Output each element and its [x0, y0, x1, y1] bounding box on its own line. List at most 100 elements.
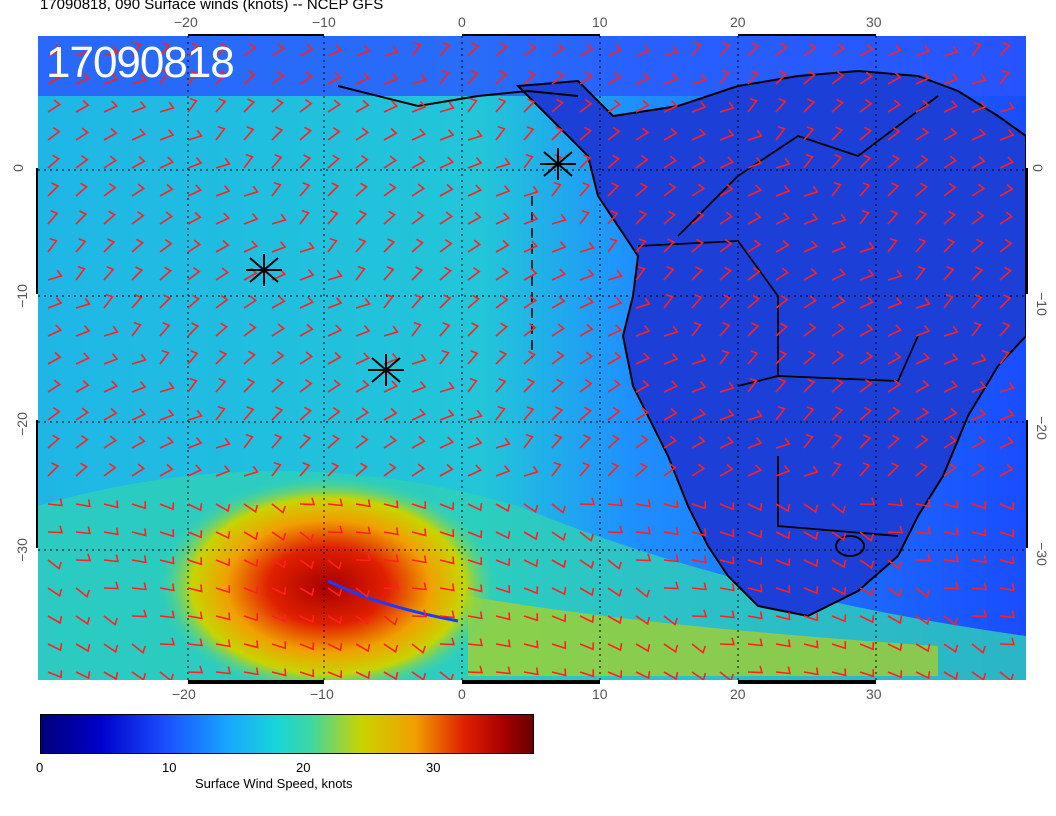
wind-barb [523, 322, 537, 337]
wind-barb [467, 129, 483, 141]
wind-barb [439, 463, 454, 477]
wind-barb [831, 614, 847, 623]
wind-barb [103, 155, 118, 169]
wind-barb [971, 321, 982, 337]
wind-barb [271, 503, 287, 514]
wind-barb [439, 238, 453, 253]
wind-barb [271, 559, 287, 569]
wind-barb [803, 267, 818, 281]
wind-barb [355, 325, 371, 337]
wind-barb [803, 126, 815, 141]
wind-barb [607, 269, 623, 281]
wind-barb [775, 558, 791, 567]
wind-barb [551, 323, 566, 337]
wind-barb [859, 587, 875, 597]
wind-barb [803, 350, 816, 365]
wind-barb [299, 587, 315, 597]
wind-barb [299, 154, 312, 169]
wind-barb [635, 297, 651, 309]
wind-barb [495, 503, 511, 513]
wind-barb [719, 101, 735, 113]
wind-barb [915, 182, 928, 197]
wind-barb [775, 42, 788, 57]
wind-barb [187, 530, 203, 539]
wind-barb [411, 210, 425, 225]
wind-barb [915, 210, 928, 225]
wind-barb [243, 559, 259, 568]
wind-barb [159, 436, 175, 449]
wind-barb [663, 615, 679, 626]
wind-barb [467, 97, 478, 113]
wind-barb [747, 665, 764, 674]
wind-barb [831, 70, 845, 85]
wind-barb [103, 100, 119, 113]
wind-barb [383, 581, 400, 590]
wind-barb [607, 434, 620, 449]
wind-barb [635, 325, 651, 337]
wind-barb [467, 530, 483, 539]
wind-barb [999, 211, 1014, 225]
wind-barb [607, 237, 618, 253]
wind-barb [215, 157, 231, 169]
wind-barb [971, 210, 985, 225]
wind-barb [299, 531, 315, 542]
wind-barb [159, 266, 172, 281]
wind-barb [159, 42, 171, 57]
wind-barb [523, 531, 539, 541]
wind-barb [635, 553, 652, 562]
wind-barb [971, 609, 988, 618]
wind-barb [159, 349, 170, 365]
wind-barb [663, 100, 679, 113]
wind-barb [467, 266, 481, 281]
wind-barb [859, 434, 872, 449]
wind-barb [299, 378, 313, 393]
wind-barb [47, 154, 60, 169]
wind-barb [523, 185, 539, 197]
wind-barb [383, 527, 399, 536]
wind-barb [691, 73, 707, 85]
wind-barb [103, 581, 120, 590]
wind-barb [579, 241, 595, 253]
wind-barb [439, 211, 454, 225]
date-stamp: 17090818 [46, 38, 235, 87]
wind-barb [971, 381, 987, 393]
wind-barb [327, 670, 343, 679]
africa-landmass [515, 69, 1026, 618]
wind-barb [131, 294, 143, 309]
wind-barb [859, 154, 872, 169]
wind-barb [775, 378, 787, 393]
wind-barb [243, 126, 255, 141]
wind-barb [971, 101, 987, 113]
wind-barb [635, 182, 648, 197]
wind-barb [831, 154, 843, 169]
wind-barb [579, 323, 594, 337]
wind-barb [635, 352, 651, 365]
wind-barb [663, 407, 678, 421]
wind-barb [999, 349, 1010, 365]
wind-barb [831, 406, 844, 421]
wind-barb [579, 669, 595, 678]
wind-barb [607, 351, 622, 365]
wind-barb [439, 294, 452, 309]
colorbar-tick: 20 [296, 760, 311, 775]
wind-barb [411, 238, 424, 253]
wind-barb [607, 324, 623, 337]
wind-barb [607, 462, 620, 477]
wind-barbs [47, 41, 1016, 680]
wind-barb [635, 265, 646, 281]
wind-barb [635, 379, 650, 393]
wind-barb [579, 497, 596, 506]
wind-barb [75, 325, 91, 337]
wind-barb [859, 126, 872, 141]
wind-barb [159, 529, 175, 538]
wind-barb [887, 269, 903, 281]
wind-barb [103, 527, 119, 536]
wind-barb [355, 154, 369, 169]
wind-barb [635, 643, 651, 653]
wind-barb [187, 97, 198, 113]
wind-barb [971, 643, 987, 654]
wind-barb [467, 409, 483, 421]
wind-barb [831, 503, 847, 514]
wind-barb [579, 269, 595, 281]
colorbar [40, 714, 534, 754]
